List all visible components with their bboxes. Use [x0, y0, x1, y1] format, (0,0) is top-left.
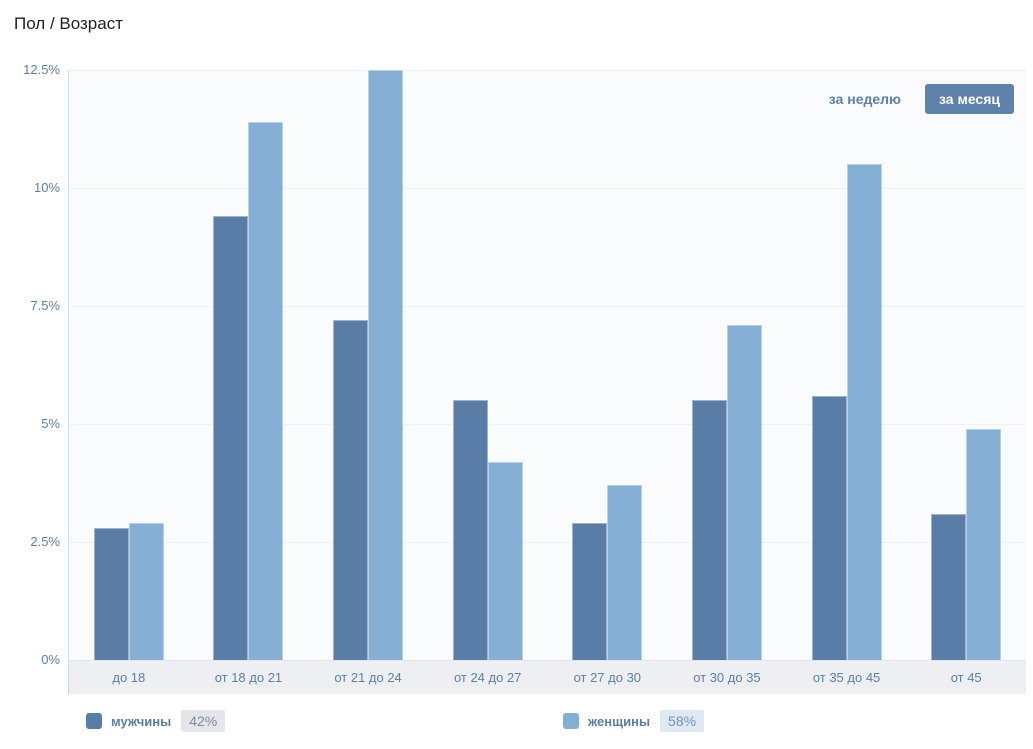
- bar-men-1[interactable]: [213, 216, 249, 660]
- x-label-0: до 18: [112, 670, 146, 685]
- bar-men-4[interactable]: [572, 523, 608, 660]
- bar-women-2[interactable]: [368, 70, 404, 660]
- bar-women-0[interactable]: [128, 523, 164, 660]
- gridline: [69, 424, 1026, 425]
- bar-group-5: [667, 70, 787, 660]
- y-label-3: 7.5%: [30, 298, 60, 313]
- bar-group-4: [548, 70, 668, 660]
- bar-group-3: [428, 70, 548, 660]
- legend-label-men: мужчины: [111, 713, 172, 729]
- bar-men-2[interactable]: [333, 320, 369, 660]
- bar-men-0[interactable]: [93, 527, 129, 660]
- gridline: [69, 70, 1026, 71]
- bar-group-0: [69, 70, 189, 660]
- bar-women-7[interactable]: [966, 428, 1002, 660]
- y-label-5: 12.5%: [23, 62, 60, 77]
- bar-men-6[interactable]: [811, 395, 847, 660]
- bar-group-1: [189, 70, 309, 660]
- bar-group-7: [906, 70, 1026, 660]
- bar-women-4[interactable]: [607, 485, 643, 660]
- x-label-7: от 45: [950, 670, 982, 685]
- men-share-badge: 42%: [181, 710, 226, 732]
- legend-item-men: мужчины 42%: [86, 710, 226, 732]
- x-axis-labels: до 18 от 18 до 21 от 21 до 24 от 24 до 27 от…: [68, 661, 1026, 694]
- bars-row: [69, 70, 1026, 660]
- y-label-1: 2.5%: [30, 534, 60, 549]
- bar-women-3[interactable]: [487, 461, 523, 660]
- legend-item-women: женщины 58%: [563, 710, 705, 732]
- x-label-6: от 35 до 45: [812, 670, 881, 685]
- legend: мужчины 42% женщины 58%: [0, 710, 1033, 734]
- x-label-1: от 18 до 21: [214, 670, 283, 685]
- bar-men-3[interactable]: [452, 400, 488, 660]
- x-label-2: от 21 до 24: [334, 670, 402, 685]
- y-label-2: 5%: [41, 416, 60, 431]
- y-label-0: 0%: [41, 652, 60, 667]
- legend-label-women: женщины: [588, 713, 651, 729]
- gridline: [69, 542, 1026, 543]
- bar-women-5[interactable]: [726, 324, 762, 660]
- page-title: Пол / Возраст: [14, 14, 123, 33]
- gridline: [69, 306, 1026, 307]
- gridline: [69, 188, 1026, 189]
- men-color-swatch: [86, 713, 102, 729]
- bar-group-2: [308, 70, 428, 660]
- x-label-5: от 30 до 35: [693, 670, 761, 685]
- y-label-4: 10%: [33, 180, 60, 195]
- plot-area: за неделю за месяц: [68, 70, 1026, 661]
- month-toggle-button[interactable]: за месяц: [925, 84, 1014, 114]
- women-share-badge: 58%: [660, 710, 705, 732]
- x-label-4: от 27 до 30: [573, 670, 642, 685]
- bar-group-6: [787, 70, 907, 660]
- x-label-3: от 24 до 27: [453, 670, 522, 685]
- bar-men-5[interactable]: [691, 400, 727, 660]
- bar-women-6[interactable]: [846, 164, 882, 660]
- period-toggle: за неделю за месяц: [829, 84, 1014, 114]
- week-toggle-link[interactable]: за неделю: [828, 91, 902, 107]
- bar-men-7[interactable]: [931, 513, 967, 660]
- gender-age-chart: 0% 2.5% 5% 7.5% 10% 12.5% за неделю за месяц …: [0, 62, 1033, 732]
- women-color-swatch: [563, 713, 579, 729]
- bar-women-1[interactable]: [248, 121, 284, 660]
